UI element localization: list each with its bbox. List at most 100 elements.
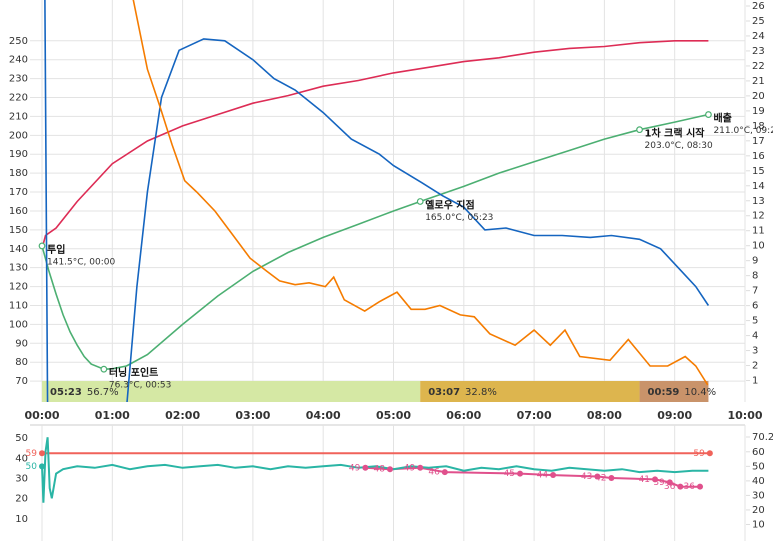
point	[39, 450, 45, 457]
point	[666, 479, 673, 486]
value-label: 39	[653, 478, 665, 488]
value-label: 43	[581, 472, 592, 482]
event-label: 투입	[47, 243, 65, 256]
y-tick-label: 210	[9, 111, 28, 122]
value-label: 42	[595, 473, 606, 483]
x-tick-label: 06:00	[446, 409, 481, 422]
value-label: 44	[537, 471, 549, 481]
value-label: 36	[664, 482, 676, 492]
point	[652, 476, 659, 483]
y2-tick-label: 15	[752, 166, 765, 177]
y2-tick-label: 6	[752, 301, 758, 312]
y2-tick-label: 7	[752, 286, 758, 297]
phase-bar	[420, 381, 640, 402]
point	[441, 469, 448, 476]
y2-tick-label: 20	[752, 505, 765, 516]
y2-tick-label: 3	[752, 346, 758, 357]
y-tick-label: 150	[9, 225, 28, 236]
y-tick-label: 200	[9, 130, 28, 141]
event-detail: 141.5°C, 00:00	[47, 257, 115, 267]
phase-percent: 56.7%	[87, 387, 119, 398]
x-tick-label: 09:00	[657, 409, 692, 422]
value-label: 36	[684, 482, 696, 492]
point	[706, 450, 713, 457]
plot	[41, 0, 710, 402]
x-tick-label: 04:00	[306, 409, 341, 422]
point	[517, 470, 524, 477]
y2-tick-label: 30	[752, 490, 765, 501]
phase-label: 03:07 32.8%	[428, 387, 497, 398]
y2-tick-label: 14	[752, 181, 765, 192]
y2-tick-label: 9	[752, 256, 758, 267]
x-tick-label: 00:00	[24, 409, 59, 422]
value-label: 59	[693, 449, 705, 459]
phase-duration: 05:23	[50, 387, 82, 398]
y2-tick-label: 22	[752, 61, 765, 72]
y2-tick-label: 40	[752, 476, 765, 487]
event-label: 터닝 포인트	[109, 366, 158, 379]
x-tick-label: 10:00	[727, 409, 762, 422]
y2-tick-label: 8	[752, 271, 758, 282]
point	[39, 463, 45, 470]
event-marker	[705, 111, 712, 118]
x-tick-label: 03:00	[235, 409, 270, 422]
y2-tick-label: 10	[752, 519, 765, 530]
y2-tick-label: 70.2	[752, 432, 773, 443]
y2-tick-label: 11	[752, 226, 765, 237]
event-detail: 211.0°C, 09:29	[713, 126, 773, 136]
y2-tick-label: 16	[752, 151, 765, 162]
value-label: 48	[374, 465, 386, 475]
y-tick-label: 170	[9, 187, 28, 198]
phase-label: 05:23 56.7%	[50, 387, 119, 398]
series-line	[41, 113, 709, 371]
point	[594, 473, 601, 480]
y-tick-label: 10	[15, 514, 28, 525]
y2-tick-label: 21	[752, 76, 765, 87]
value-label: 59	[26, 449, 38, 459]
event-detail: 203.0°C, 08:30	[645, 141, 713, 151]
value-label: 45	[504, 469, 515, 479]
y-tick-label: 80	[15, 357, 28, 368]
y2-tick-label: 13	[752, 196, 765, 207]
y2-tick-label: 18	[752, 121, 765, 132]
value-label: 50	[26, 462, 38, 472]
y-tick-label: 230	[9, 74, 28, 85]
phase-percent: 32.8%	[465, 387, 497, 398]
x-tick-label: 01:00	[95, 409, 130, 422]
y-tick-label: 130	[9, 263, 28, 274]
point	[417, 464, 424, 471]
y-tick-label: 250	[9, 36, 28, 47]
y2-tick-label: 12	[752, 211, 765, 222]
phase-duration: 03:07	[428, 387, 460, 398]
event-label: 옐로우 지점	[425, 199, 474, 212]
y-tick-label: 20	[15, 494, 28, 505]
event-marker	[636, 126, 643, 134]
point	[550, 472, 557, 479]
series-line	[44, 0, 710, 402]
y2-tick-label: 1	[752, 376, 758, 387]
event-marker	[416, 198, 424, 205]
event-detail: 76.3°C, 00:53	[109, 381, 171, 391]
y-tick-label: 30	[15, 473, 28, 484]
event-label: 1차 크랙 시작	[645, 127, 706, 140]
point	[608, 474, 615, 481]
y2-tick-label: 17	[752, 136, 765, 147]
x-tick-label: 07:00	[517, 409, 552, 422]
y2-tick-label: 24	[752, 31, 765, 42]
phase-label: 00:59 10.4%	[648, 387, 717, 398]
x-tick-label: 05:00	[376, 409, 411, 422]
event-marker	[38, 242, 46, 250]
value-label: 46	[428, 468, 440, 478]
y-tick-label: 110	[9, 300, 28, 311]
y-tick-label: 100	[9, 319, 28, 330]
y-tick-label: 190	[9, 149, 28, 160]
y-tick-label: 240	[9, 55, 28, 66]
y2-tick-label: 5	[752, 316, 758, 327]
event-detail: 165.0°C, 05:23	[425, 213, 493, 223]
value-label: 49	[404, 463, 416, 473]
y2-tick-label: 4	[752, 331, 758, 342]
y2-tick-label: 10	[752, 241, 765, 252]
y-tick-label: 180	[9, 168, 28, 179]
point	[386, 466, 393, 473]
